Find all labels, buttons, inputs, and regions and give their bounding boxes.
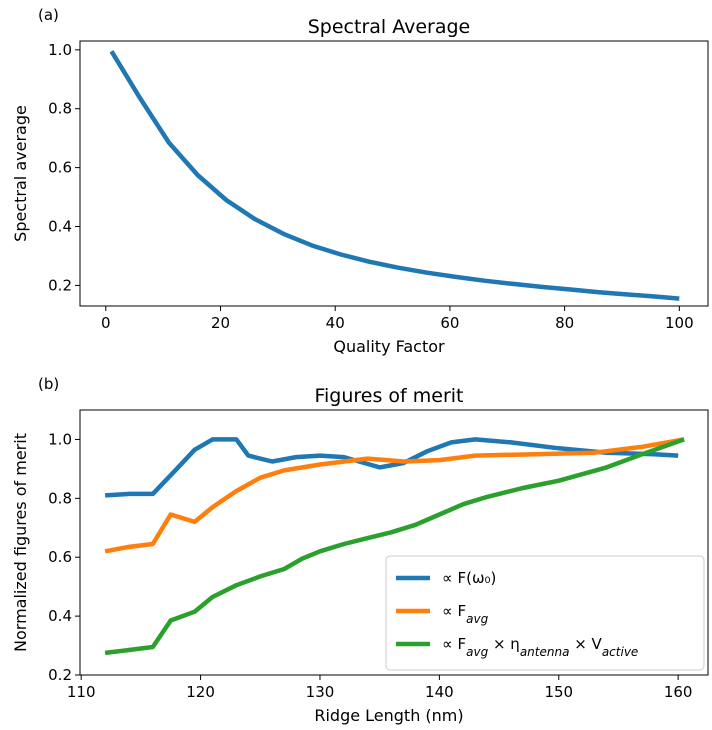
chart-title: Figures of merit — [314, 385, 463, 407]
x-axis-label: Ridge Length (nm) — [314, 706, 463, 725]
y-axis-label: Spectral average — [11, 105, 30, 242]
x-tick-label: 20 — [211, 314, 230, 332]
y-tick-label: 0.8 — [48, 489, 72, 507]
y-tick-label: 0.6 — [48, 159, 72, 177]
panel-label-b: (b) — [38, 375, 60, 393]
x-tick-label: 150 — [544, 683, 573, 701]
figures-of-merit-chart: 110 120 130 140 150 160 0.2 0.4 0.6 0.8 1.0 Figures… — [11, 385, 709, 725]
x-axis-label: Quality Factor — [333, 337, 445, 356]
y-tick-label: 0.4 — [48, 218, 72, 236]
legend-label-2: ∝ Favg × ηantenna × Vactive — [442, 635, 638, 659]
legend-box — [385, 555, 705, 671]
x-tick-label: 100 — [665, 314, 694, 332]
panel-label-a: (a) — [38, 6, 59, 24]
x-tick-label: 120 — [186, 683, 215, 701]
series-line-0 — [109, 50, 680, 301]
series-line-1 — [104, 437, 685, 554]
series-line-2 — [104, 437, 685, 656]
legend-label-1: ∝ Favg — [442, 602, 489, 626]
y-tick-label: 0.2 — [48, 666, 72, 684]
axes-frame — [79, 40, 709, 307]
y-tick-label: 0.6 — [48, 548, 72, 566]
x-tick-label: 0 — [101, 314, 111, 332]
x-tick-label: 130 — [306, 683, 335, 701]
y-tick-label: 0.2 — [48, 276, 72, 294]
x-tick-label: 110 — [67, 683, 96, 701]
y-tick-label: 0.4 — [48, 607, 72, 625]
chart-title: Spectral Average — [308, 16, 471, 38]
y-tick-label: 1.0 — [48, 41, 72, 59]
spectral-average-chart: 0 20 40 60 80 100 0.2 0.4 0.6 0.8 1.0 Spectral Aver… — [11, 16, 709, 356]
y-tick-label: 1.0 — [48, 430, 72, 448]
x-tick-label: 40 — [326, 314, 345, 332]
axes-frame — [79, 409, 709, 676]
legend-label-0: ∝ F(ω₀) — [442, 569, 496, 587]
x-tick-label: 60 — [440, 314, 459, 332]
y-axis-label: Normalized figures of merit — [11, 433, 30, 652]
y-tick-label: 0.8 — [48, 100, 72, 118]
x-tick-label: 140 — [425, 683, 454, 701]
x-tick-label: 160 — [664, 683, 693, 701]
series-line-0 — [104, 437, 679, 498]
x-tick-label: 80 — [555, 314, 574, 332]
